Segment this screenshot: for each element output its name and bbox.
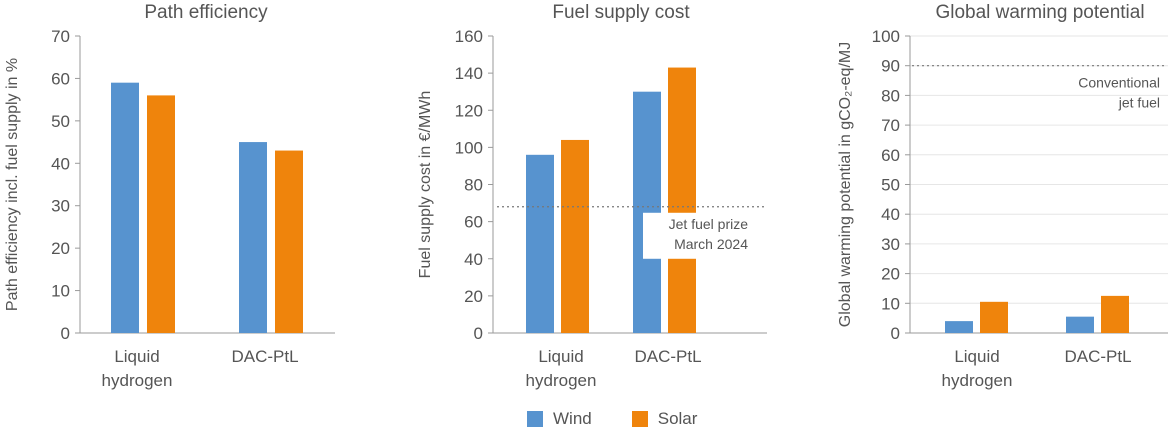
y-tick-label: 100 — [872, 27, 900, 46]
y-tick-label: 120 — [455, 101, 483, 120]
y-tick-label: 40 — [464, 250, 483, 269]
legend: Wind Solar — [527, 409, 737, 429]
x-category-label: Liquid — [954, 347, 999, 366]
y-tick-label: 70 — [881, 116, 900, 135]
x-category-label: DAC-PtL — [634, 347, 701, 366]
x-category-label: hydrogen — [942, 371, 1013, 390]
y-tick-label: 30 — [51, 197, 70, 216]
y-tick-label: 50 — [51, 112, 70, 131]
bar-wind-1 — [1066, 316, 1094, 333]
y-tick-label: 60 — [51, 69, 70, 88]
x-category-label: Liquid — [114, 347, 159, 366]
reference-line-label: March 2024 — [674, 236, 748, 252]
chart-title: Path efficiency — [144, 2, 268, 23]
legend-item-solar: Solar — [631, 409, 698, 429]
legend-swatch-wind — [527, 411, 543, 427]
legend-item-wind: Wind — [527, 409, 592, 429]
chart-title: Global warming potential — [935, 2, 1144, 23]
x-category-label: DAC-PtL — [1064, 347, 1131, 366]
y-tick-label: 0 — [61, 324, 70, 343]
bar-solar-1 — [668, 67, 696, 334]
y-tick-label: 80 — [464, 176, 483, 195]
x-category-label: hydrogen — [102, 371, 173, 390]
y-tick-label: 10 — [51, 282, 70, 301]
y-tick-label: 0 — [474, 324, 483, 343]
y-tick-label: 10 — [881, 294, 900, 313]
bar-solar-1 — [275, 150, 303, 333]
reference-label-bg — [643, 212, 758, 259]
legend-swatch-solar — [631, 411, 648, 427]
y-tick-label: 140 — [455, 64, 483, 83]
y-tick-label: 90 — [881, 57, 900, 76]
y-axis-label: Global warming potential in gCO₂-eq/MJ — [837, 42, 854, 327]
bar-wind-0 — [111, 82, 139, 334]
y-tick-label: 80 — [881, 86, 900, 105]
y-tick-label: 20 — [881, 265, 900, 284]
y-tick-label: 100 — [455, 138, 483, 157]
bar-wind-1 — [239, 142, 267, 333]
charts-canvas: Path efficiency 0 10 20 30 40 50 60 70 Path effic… — [4, 2, 1168, 390]
y-tick-label: 0 — [891, 324, 900, 343]
bar-wind-0 — [945, 321, 973, 333]
y-tick-label: 70 — [51, 27, 70, 46]
legend-label-solar: Solar — [657, 409, 698, 428]
y-tick-label: 20 — [51, 239, 70, 258]
y-tick-label: 40 — [881, 205, 900, 224]
x-category-label: DAC-PtL — [231, 347, 298, 366]
y-tick-label: 50 — [881, 176, 900, 195]
bar-solar-1 — [1101, 295, 1129, 333]
bar-wind-0 — [526, 154, 554, 333]
chart-title: Fuel supply cost — [552, 2, 690, 23]
x-category-label: Liquid — [538, 347, 583, 366]
reference-line-label: Jet fuel prize — [669, 216, 749, 232]
y-tick-label: 30 — [881, 235, 900, 254]
bar-solar-0 — [561, 139, 589, 333]
bar-wind-1 — [633, 91, 661, 333]
y-tick-label: 40 — [51, 154, 70, 173]
legend-label-wind: Wind — [553, 409, 592, 428]
x-category-label: hydrogen — [526, 371, 597, 390]
y-axis-label: Fuel supply cost in €/MWh — [417, 91, 434, 279]
y-tick-label: 20 — [464, 287, 483, 306]
bar-solar-0 — [980, 301, 1008, 333]
reference-line-label: Conventional — [1078, 75, 1160, 91]
bar-solar-0 — [147, 95, 175, 334]
y-axis-label: Path efficiency incl. fuel supply in % — [4, 58, 21, 311]
y-tick-label: 60 — [464, 213, 483, 232]
y-tick-label: 60 — [881, 146, 900, 165]
y-tick-label: 160 — [455, 27, 483, 46]
reference-line-label: jet fuel — [1118, 95, 1160, 111]
